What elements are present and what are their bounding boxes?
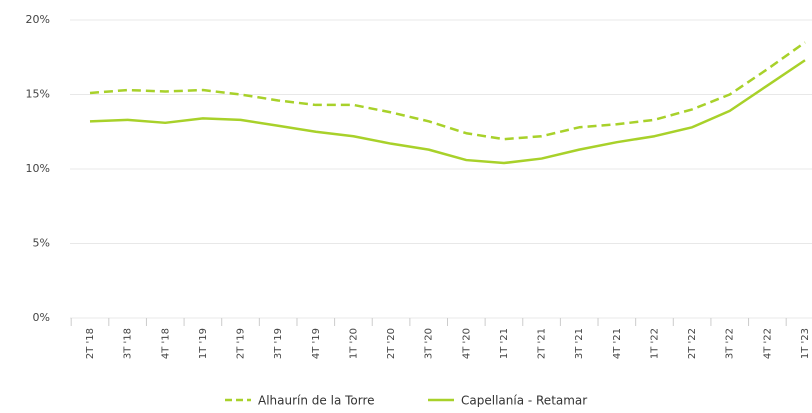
x-tick-label: 3T '19 <box>273 328 284 359</box>
x-tick-label: 2T '19 <box>236 328 247 359</box>
x-tick-label: 4T '22 <box>762 328 773 359</box>
x-tick-label: 4T '19 <box>311 328 322 359</box>
series-line <box>89 59 806 165</box>
x-tick-label: 3T '18 <box>123 328 134 359</box>
x-tick-label: 1T '22 <box>649 328 660 359</box>
x-tick-label: 4T '18 <box>160 328 171 359</box>
legend-label: Alhaurín de la Torre <box>258 394 375 408</box>
x-tick-label: 4T '20 <box>461 328 472 359</box>
y-tick-label: 15% <box>26 88 50 101</box>
x-tick-label: 2T '20 <box>386 328 397 359</box>
x-tick-label: 4T '21 <box>612 328 623 359</box>
y-tick-label: 20% <box>26 13 50 26</box>
legend-label: Capellanía - Retamar <box>461 394 587 408</box>
x-tick-label: 3T '21 <box>574 328 585 359</box>
x-tick-label: 2T '21 <box>537 328 548 359</box>
x-tick-label: 1T '19 <box>198 328 209 359</box>
x-tick-label: 1T '23 <box>800 328 811 359</box>
series-line <box>89 41 806 141</box>
y-tick-label: 5% <box>33 237 50 250</box>
x-tick-label: 2T '22 <box>687 328 698 359</box>
x-tick-label: 3T '20 <box>424 328 435 359</box>
x-tick-label: 1T '21 <box>499 328 510 359</box>
y-tick-label: 10% <box>26 162 50 175</box>
x-tick-label: 1T '20 <box>348 328 359 359</box>
y-tick-label: 0% <box>33 311 50 324</box>
x-tick-label: 3T '22 <box>725 328 736 359</box>
x-tick-label: 2T '18 <box>85 328 96 359</box>
